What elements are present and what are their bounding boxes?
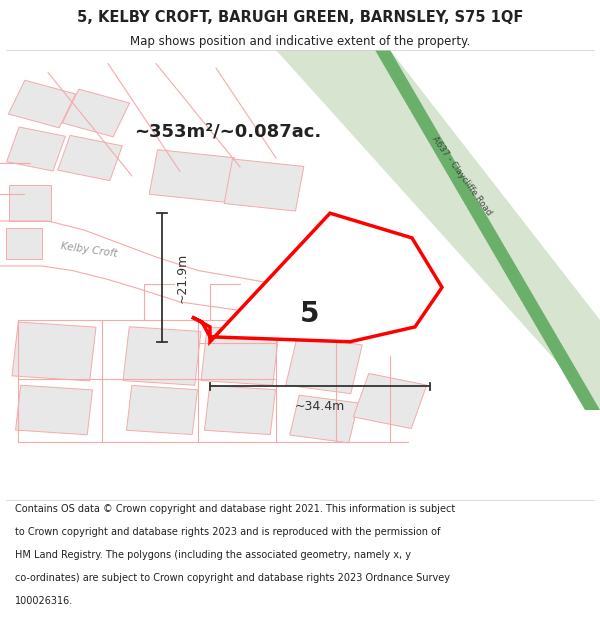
Polygon shape	[286, 336, 362, 394]
Polygon shape	[205, 386, 275, 434]
Text: 5: 5	[299, 300, 319, 328]
Text: Kelby Croft: Kelby Croft	[60, 241, 118, 259]
Text: Contains OS data © Crown copyright and database right 2021. This information is : Contains OS data © Crown copyright and d…	[15, 504, 455, 514]
Polygon shape	[58, 136, 122, 181]
Polygon shape	[8, 80, 76, 128]
Text: 5, KELBY CROFT, BARUGH GREEN, BARNSLEY, S75 1QF: 5, KELBY CROFT, BARUGH GREEN, BARNSLEY, …	[77, 10, 523, 25]
Polygon shape	[276, 50, 600, 410]
Text: ~34.4m: ~34.4m	[295, 400, 345, 412]
Text: A637 - Claycliffe Road: A637 - Claycliffe Road	[430, 135, 494, 217]
Text: 100026316.: 100026316.	[15, 596, 73, 606]
Polygon shape	[149, 149, 235, 202]
Polygon shape	[7, 127, 65, 171]
Polygon shape	[62, 89, 130, 137]
Polygon shape	[6, 228, 42, 259]
Polygon shape	[375, 50, 600, 410]
Text: ~21.9m: ~21.9m	[175, 253, 188, 302]
Polygon shape	[9, 185, 51, 221]
Polygon shape	[224, 159, 304, 211]
Polygon shape	[290, 395, 358, 443]
Text: HM Land Registry. The polygons (including the associated geometry, namely x, y: HM Land Registry. The polygons (includin…	[15, 550, 411, 560]
Text: ~353m²/~0.087ac.: ~353m²/~0.087ac.	[134, 122, 322, 140]
Text: co-ordinates) are subject to Crown copyright and database rights 2023 Ordnance S: co-ordinates) are subject to Crown copyr…	[15, 573, 450, 583]
Polygon shape	[192, 213, 442, 342]
Polygon shape	[16, 385, 92, 435]
Polygon shape	[123, 327, 201, 385]
Text: Map shows position and indicative extent of the property.: Map shows position and indicative extent…	[130, 35, 470, 48]
Polygon shape	[353, 374, 427, 429]
Polygon shape	[201, 327, 279, 385]
Polygon shape	[127, 386, 197, 434]
Text: to Crown copyright and database rights 2023 and is reproduced with the permissio: to Crown copyright and database rights 2…	[15, 527, 440, 537]
Polygon shape	[12, 322, 96, 381]
